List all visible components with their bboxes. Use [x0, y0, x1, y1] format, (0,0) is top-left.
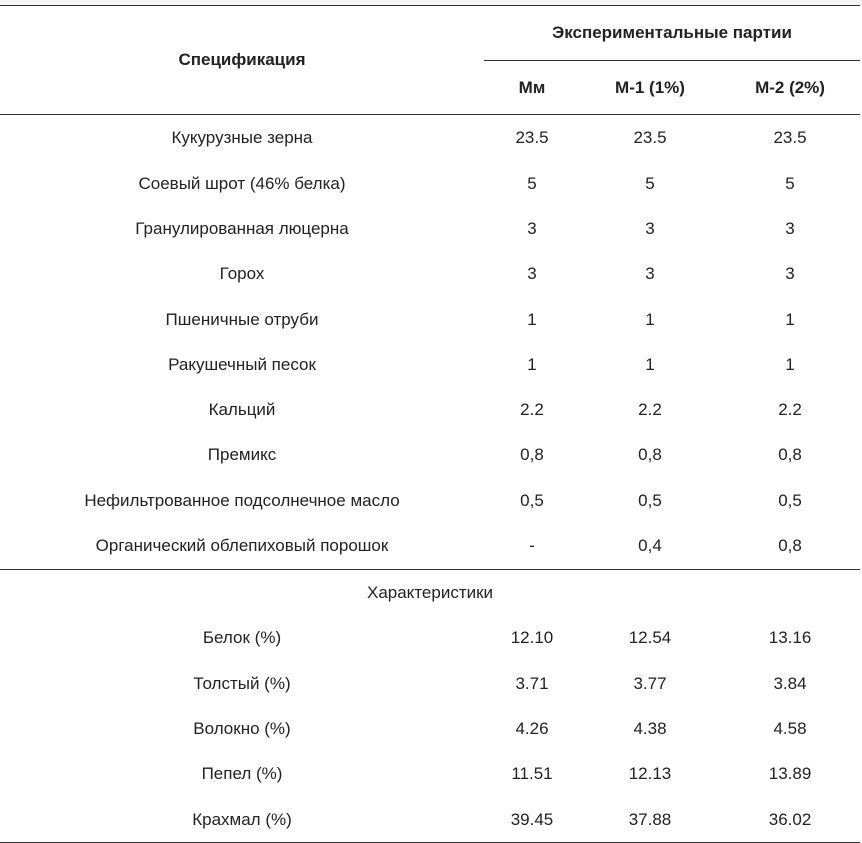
cell-value: 3 [527, 264, 537, 284]
column-header: М-1 (1%) [615, 77, 685, 97]
characteristics-body: Характеристики Белок (%) 12.10 12.54 13.16 Т… [0, 569, 861, 843]
cell-value: 0,8 [520, 445, 544, 465]
row-label: Кукурузные зерна [171, 128, 313, 147]
table-row: Пшеничные отруби 1 1 1 [0, 297, 860, 342]
cell-value: 0,5 [638, 490, 662, 510]
cell-value: 12.13 [628, 764, 672, 784]
cell-value: 0,5 [778, 490, 802, 510]
cell-value: 3 [645, 264, 655, 284]
table-row: Волокно (%) 4.26 4.38 4.58 [0, 706, 860, 751]
table-row: Крахмал (%) 39.45 37.88 36.02 [0, 797, 860, 843]
table-row: Белок (%) 12.10 12.54 13.16 [0, 616, 860, 661]
table-row: Премикс 0,8 0,8 0,8 [0, 433, 860, 478]
row-label: Горох [219, 264, 265, 284]
cell-value: 3.84 [773, 673, 807, 693]
cell-value: 13.89 [768, 764, 812, 784]
cell-value: 3.77 [633, 673, 667, 693]
row-label: Органический облепиховый порошок [95, 536, 389, 556]
cell-value: 1 [645, 354, 655, 374]
cell-value: 0,8 [638, 445, 662, 465]
row-label: Белок (%) [202, 628, 282, 648]
cell-value: 4.38 [633, 718, 667, 738]
cell-value: 37.88 [628, 809, 672, 829]
table-header: Спецификация Экспериментальные партии Мм… [0, 5, 861, 115]
section-label: Характеристики [366, 582, 494, 602]
cell-value: 0,4 [638, 536, 662, 556]
section-row: Характеристики [0, 569, 860, 616]
row-label: Крахмал (%) [192, 809, 292, 829]
cell-value: 0,8 [778, 445, 802, 465]
cell-value: 5 [527, 173, 537, 193]
ingredients-body: Кукурузные зерна 23.5 23.5 23.5 Соевый шрот … [0, 115, 861, 570]
row-label: Толстый (%) [193, 673, 291, 693]
column-header: Мм [518, 77, 546, 97]
cell-value: 4.26 [515, 718, 549, 738]
row-label: Кальций [208, 400, 276, 420]
cell-value: 2.2 [638, 400, 662, 420]
cell-value: 3 [785, 218, 795, 238]
row-label: Нефильтрованное подсолнечное масло [84, 490, 400, 510]
cell-value: 39.45 [510, 809, 554, 829]
cell-value: 1 [527, 309, 537, 329]
row-label: Ракушечный песок [168, 354, 316, 374]
table-row: Толстый (%) 3.71 3.77 3.84 [0, 661, 860, 706]
cell-value: 1 [645, 309, 655, 329]
spec-header: Спецификация [178, 50, 306, 69]
cell-value: 5 [645, 173, 655, 193]
cell-value: 1 [785, 354, 795, 374]
table-row: Кальций 2.2 2.2 2.2 [0, 387, 860, 432]
cell-value: 23.5 [773, 128, 807, 147]
table-row: Горох 3 3 3 [0, 252, 860, 297]
cell-value: 13.16 [768, 628, 812, 648]
top-strip [0, 0, 862, 5]
cell-value: 5 [785, 173, 795, 193]
composition-table: Спецификация Экспериментальные партии Мм… [0, 5, 861, 843]
cell-value: 36.02 [768, 809, 812, 829]
cell-value: 0,5 [520, 490, 544, 510]
row-label: Соевый шрот (46% белка) [138, 173, 346, 193]
row-label: Премикс [207, 445, 277, 465]
cell-value: 12.54 [628, 628, 672, 648]
table-row: Нефильтрованное подсолнечное масло 0,5 0,5… [0, 478, 860, 523]
row-label: Гранулированная люцерна [135, 218, 349, 238]
cell-value: 23.5 [515, 128, 549, 147]
group-header: Экспериментальные партии [484, 5, 861, 61]
cell-value: 12.10 [510, 628, 554, 648]
cell-value: 4.58 [773, 718, 807, 738]
row-label: Пепел (%) [201, 764, 283, 784]
table-row: Ракушечный песок 1 1 1 [0, 342, 860, 387]
cell-value: 23.5 [633, 128, 667, 147]
table-row: Кукурузные зерна 23.5 23.5 23.5 [0, 115, 860, 162]
cell-value: 2.2 [520, 400, 544, 420]
cell-value: 3 [785, 264, 795, 284]
column-header: М-2 (2%) [755, 77, 825, 97]
row-label: Волокно (%) [193, 718, 291, 738]
cell-value: 1 [785, 309, 795, 329]
cell-value: 2.2 [778, 400, 802, 420]
cell-value: 3 [645, 218, 655, 238]
cell-value: 0,8 [778, 536, 802, 556]
cell-value: 1 [527, 354, 537, 374]
cell-value: 3 [527, 218, 537, 238]
cell-value: - [529, 536, 535, 556]
table-row: Пепел (%) 11.51 12.13 13.89 [0, 752, 860, 797]
table-row: Органический облепиховый порошок - 0,4 0,8 [0, 523, 860, 569]
table-row: Соевый шрот (46% белка) 5 5 5 [0, 161, 860, 206]
cell-value: 11.51 [511, 764, 553, 784]
table-row: Гранулированная люцерна 3 3 3 [0, 206, 860, 251]
cell-value: 3.71 [515, 673, 549, 693]
row-label: Пшеничные отруби [165, 309, 319, 329]
